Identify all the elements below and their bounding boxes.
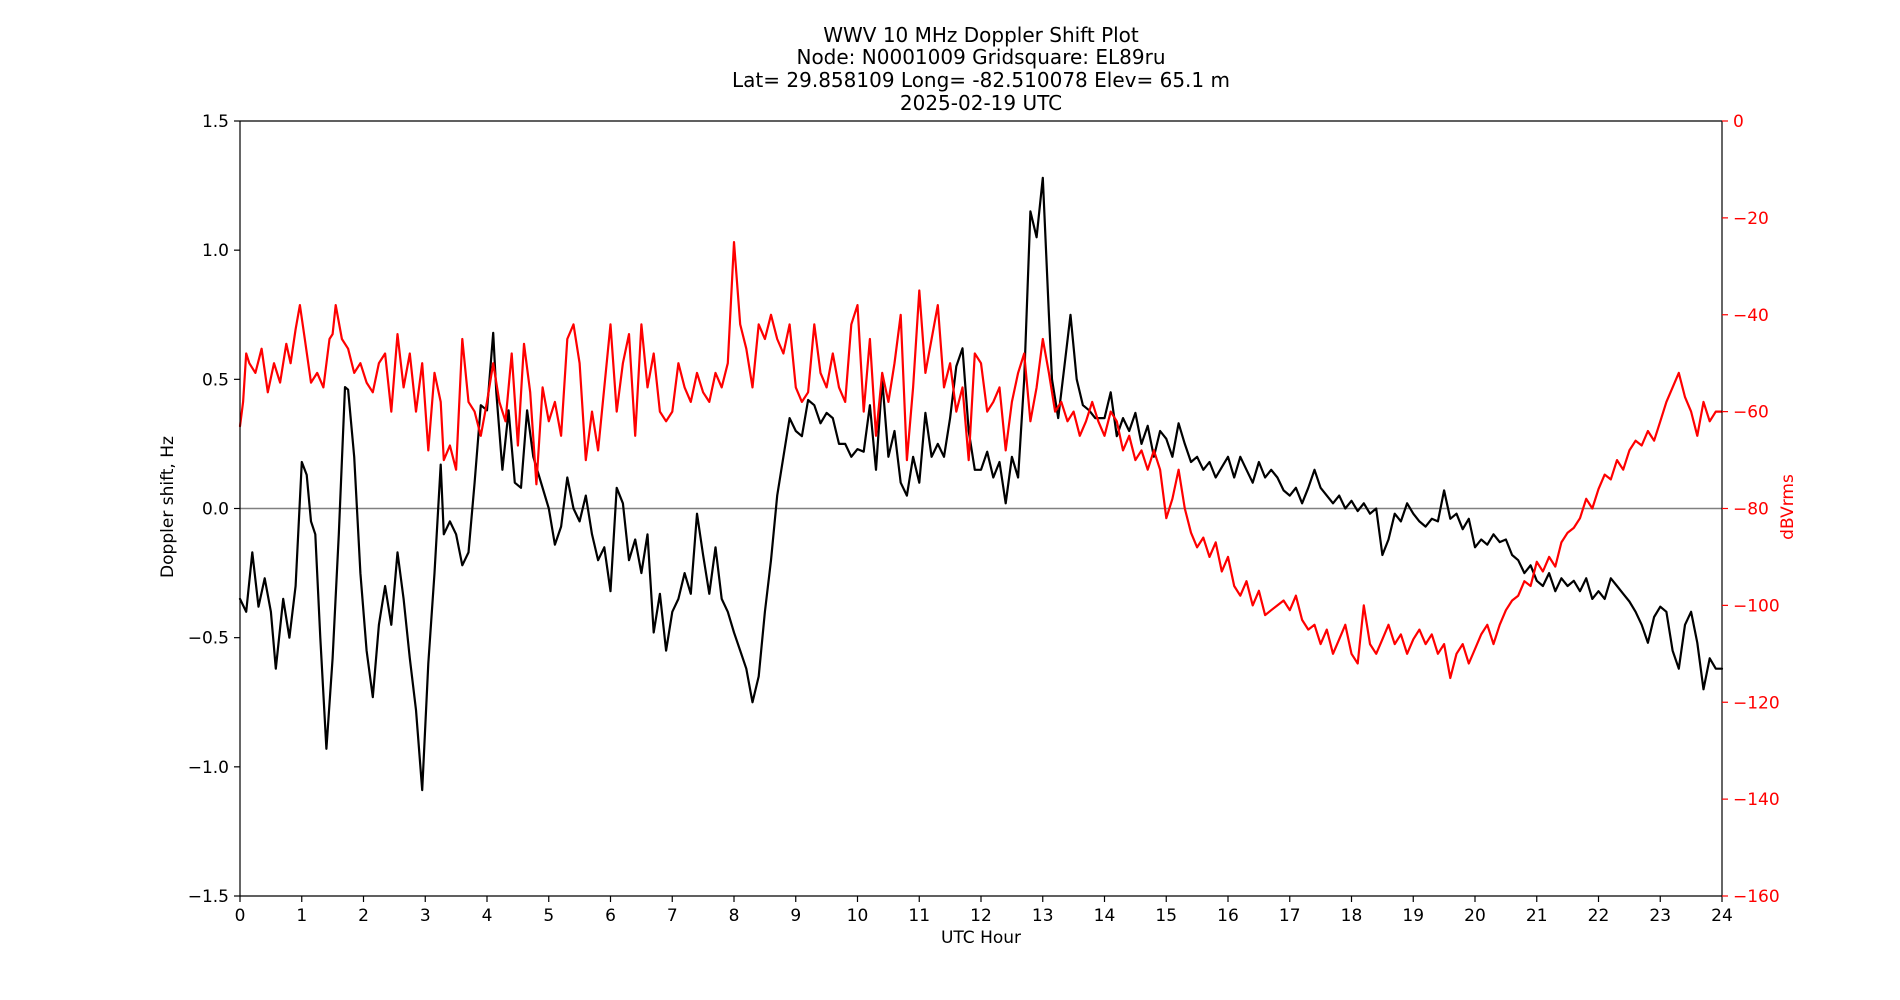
plot-area (238, 176, 1724, 792)
x-tick-label: 23 (1649, 906, 1671, 926)
x-tick-label: 24 (1711, 906, 1733, 926)
y-right-tick-label: −140 (1733, 790, 1780, 810)
x-tick-label: 13 (1032, 906, 1054, 926)
x-tick-label: 0 (235, 906, 246, 926)
y-right-tick-label: −20 (1733, 209, 1769, 229)
x-tick-label: 10 (847, 906, 869, 926)
x-tick-label: 4 (482, 906, 493, 926)
y-right-tick-label: −100 (1733, 596, 1780, 616)
y-axis-left-label: Doppler shift, Hz (158, 436, 178, 578)
y-left-tick-label: −1.5 (188, 887, 229, 907)
x-tick-label: 22 (1588, 906, 1610, 926)
y-left-tick-label: −1.0 (188, 758, 229, 778)
y-left-tick-label: 1.0 (202, 241, 229, 261)
x-tick-label: 18 (1341, 906, 1363, 926)
y-right-tick-label: −80 (1733, 500, 1769, 520)
chart-subtitle-location: Lat= 29.858109 Long= -82.510078 Elev= 65… (732, 68, 1230, 92)
axis-ticks: 0 1 2 3 4 5 6 7 8 9 10 11 12 13 14 15 16 17 18 19 20 21 22 23 24… (188, 112, 1780, 926)
x-tick-label: 8 (729, 906, 740, 926)
y-right-tick-label: −120 (1733, 693, 1780, 713)
signal-level-series-line (238, 241, 1724, 680)
x-tick-label: 5 (543, 906, 554, 926)
x-tick-label: 2 (358, 906, 369, 926)
x-tick-label: 1 (296, 906, 307, 926)
x-tick-label: 17 (1279, 906, 1301, 926)
y-left-tick-label: 0.5 (202, 370, 229, 390)
x-tick-label: 15 (1155, 906, 1177, 926)
y-axis-right-label: dBVrms (1778, 474, 1798, 540)
y-right-tick-label: 0 (1733, 112, 1744, 132)
chart-title: WWV 10 MHz Doppler Shift Plot (823, 23, 1139, 47)
chart-subtitle-node: Node: N0001009 Gridsquare: EL89ru (796, 45, 1165, 69)
y-right-tick-label: −160 (1733, 887, 1780, 907)
x-tick-label: 9 (790, 906, 801, 926)
x-tick-label: 6 (605, 906, 616, 926)
y-right-tick-label: −60 (1733, 403, 1769, 423)
x-tick-label: 19 (1402, 906, 1424, 926)
x-tick-label: 20 (1464, 906, 1486, 926)
y-right-tick-label: −40 (1733, 306, 1769, 326)
x-tick-label: 3 (420, 906, 431, 926)
y-left-tick-label: −0.5 (188, 629, 229, 649)
x-tick-label: 12 (970, 906, 992, 926)
y-left-tick-label: 1.5 (202, 112, 229, 132)
x-tick-label: 21 (1526, 906, 1548, 926)
x-axis-label: UTC Hour (941, 928, 1021, 948)
x-tick-label: 14 (1094, 906, 1116, 926)
y-left-tick-label: 0.0 (202, 500, 229, 520)
x-tick-label: 7 (667, 906, 678, 926)
chart-subtitle-date: 2025-02-19 UTC (900, 91, 1062, 115)
x-tick-label: 11 (908, 906, 930, 926)
x-tick-label: 16 (1217, 906, 1239, 926)
doppler-shift-series-line (238, 176, 1724, 792)
